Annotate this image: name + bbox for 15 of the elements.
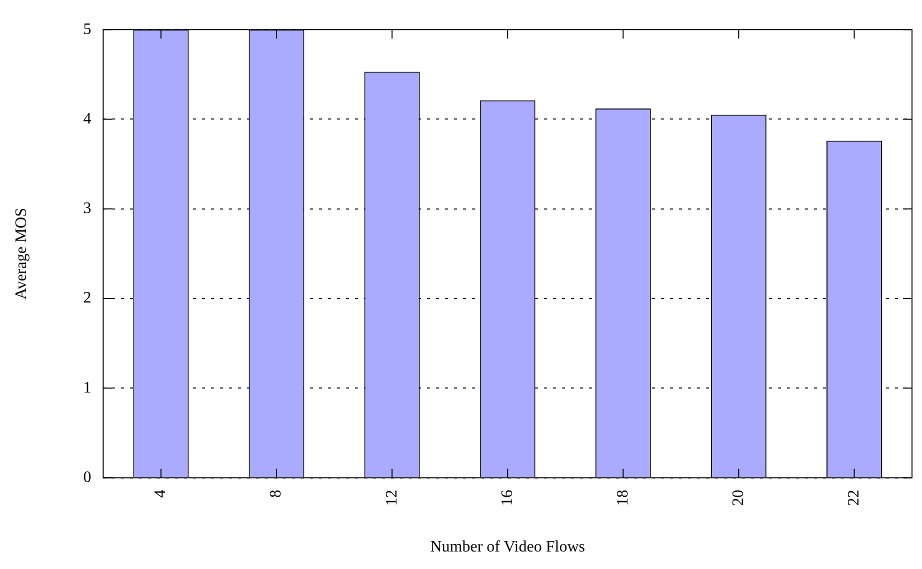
x-tick-label: 18 (614, 490, 632, 506)
y-tick-label: 5 (83, 20, 92, 38)
y-tick-label: 1 (83, 379, 92, 396)
x-tick-label: 8 (268, 490, 285, 498)
x-tick-label: 22 (845, 490, 862, 506)
y-tick-label: 2 (83, 290, 92, 307)
y-axis-title: Average MOS (12, 208, 30, 300)
x-tick-label: 12 (383, 490, 400, 506)
x-tick-label: 4 (152, 490, 170, 498)
y-tick-label: 4 (83, 110, 92, 128)
x-tick-label: 16 (498, 490, 516, 506)
y-tick-label: 3 (83, 200, 92, 218)
x-axis-title: Number of Video Flows (430, 538, 585, 556)
x-tick-label: 20 (730, 490, 747, 506)
y-tick-label: 0 (83, 469, 92, 486)
